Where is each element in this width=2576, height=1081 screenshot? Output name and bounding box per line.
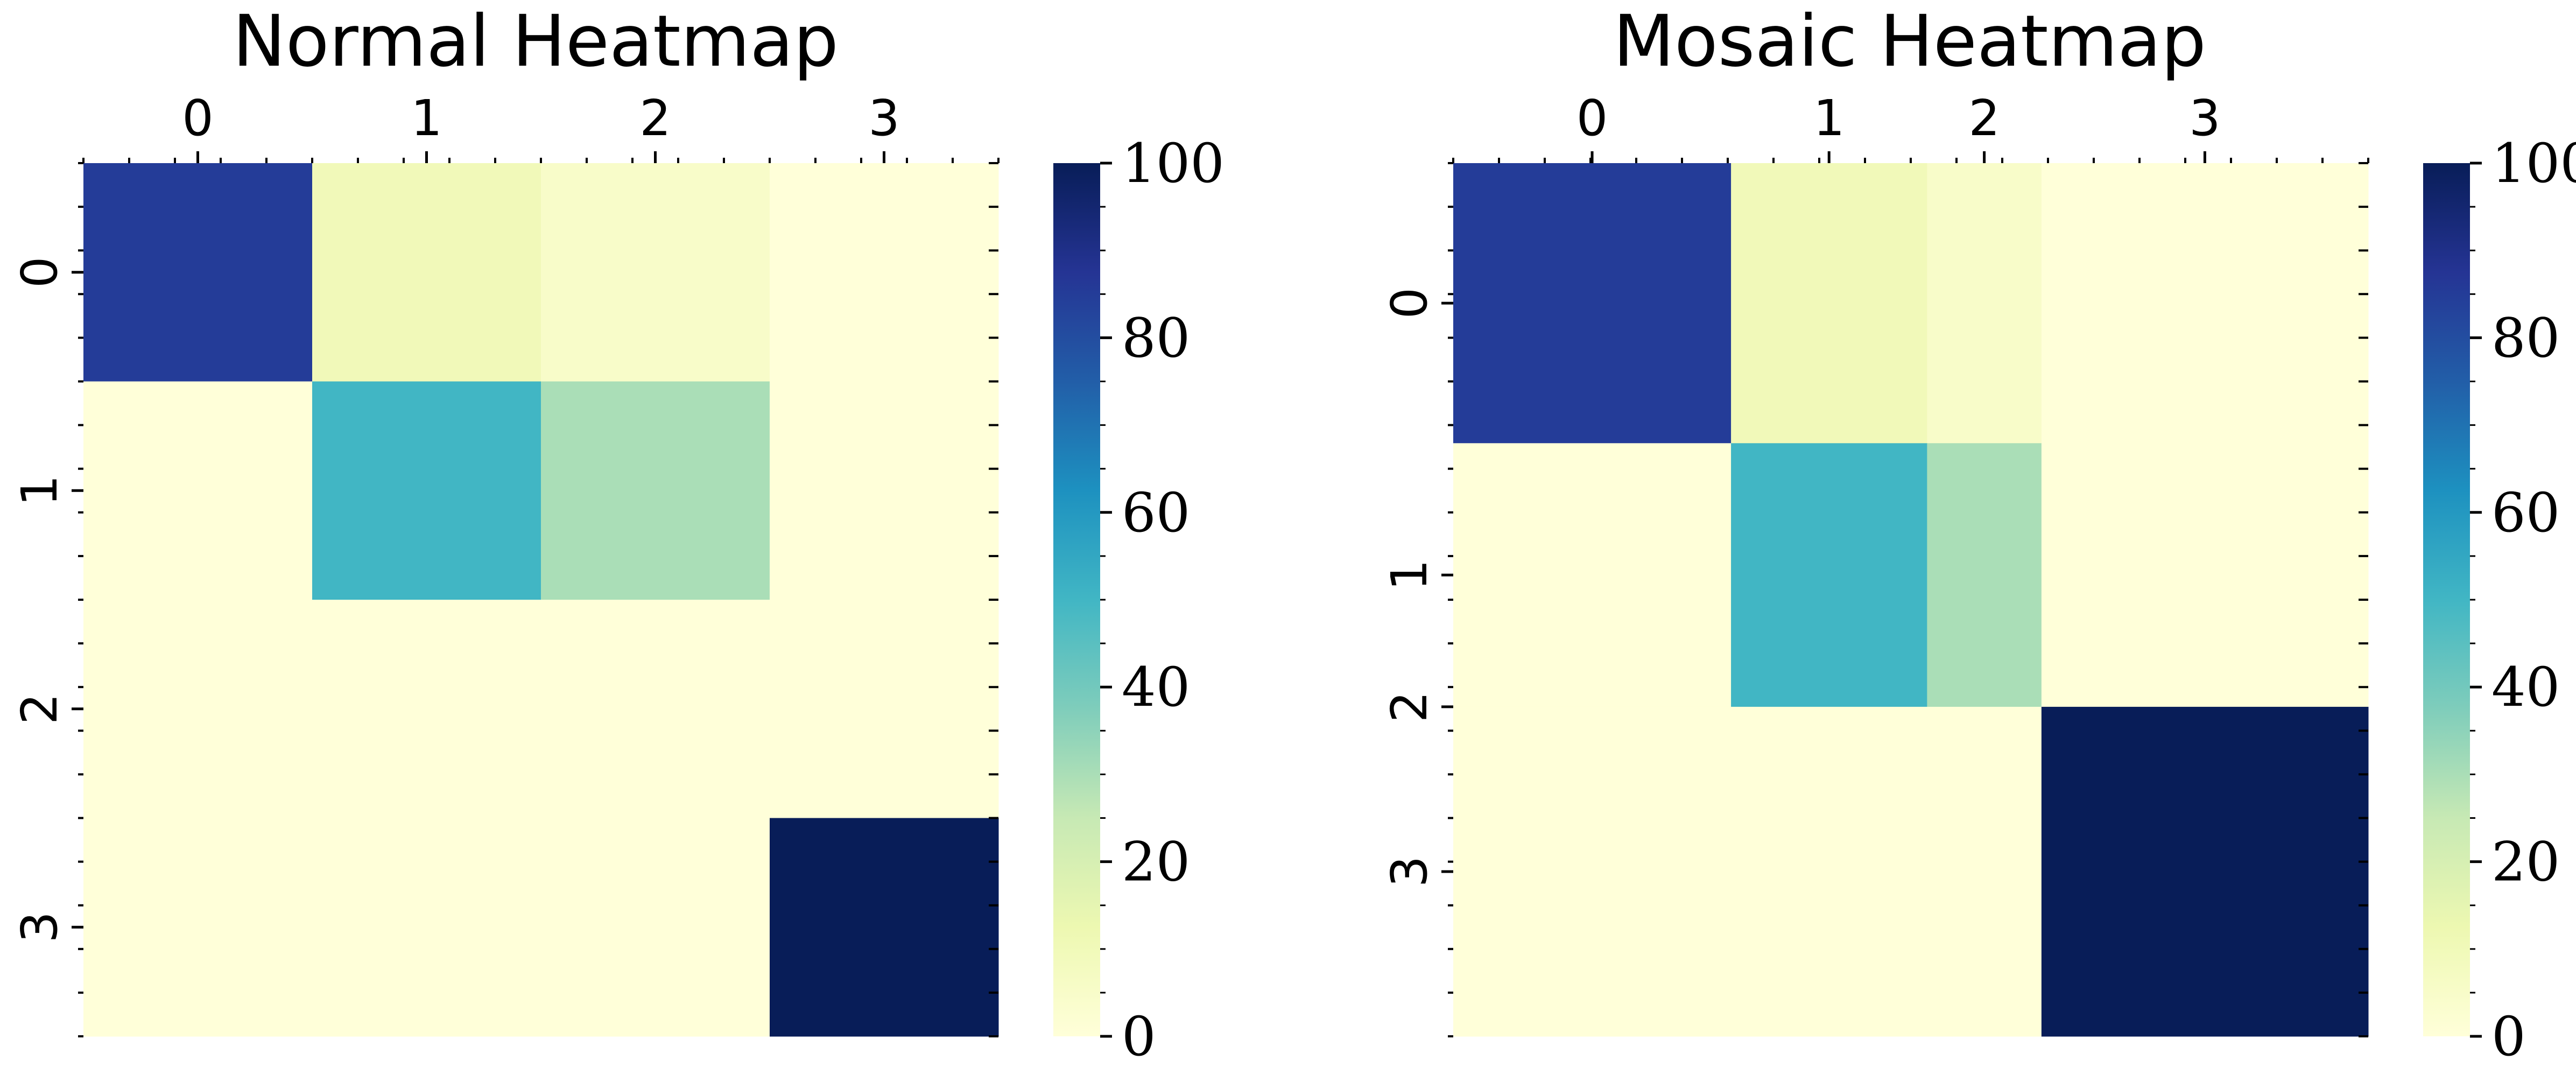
heatmap-cell-r3-c3 — [770, 818, 999, 1037]
colorbar-tick-label: 100 — [2491, 132, 2576, 195]
heatmap-cell-r2-c3 — [770, 600, 999, 818]
x-tick-label: 3 — [868, 89, 900, 147]
y-tick-label: 2 — [11, 693, 68, 725]
heatmap-cell-r1-c3 — [770, 381, 999, 600]
x-tick-label: 1 — [411, 89, 442, 147]
normal-heatmap-panel: Normal Heatmap 0 1 2 3 0 1 2 3 0 20 40 60 80 100 — [11, 0, 1224, 1068]
x-tick-label: 2 — [639, 89, 671, 147]
heatmap-cell-r3-c2 — [1927, 706, 2042, 1037]
colorbar-tick-label: 60 — [2491, 481, 2560, 544]
normal-heatmap-title: Normal Heatmap — [233, 0, 839, 83]
heatmap-cell-r3-c1 — [1731, 706, 1927, 1037]
heatmap-cell-r1-c2 — [1927, 443, 2042, 707]
colorbar-tick-label: 40 — [1122, 656, 1190, 719]
colorbar-gradient — [2423, 163, 2470, 1036]
heatmap-cell-r3-c3 — [2041, 706, 2369, 1037]
heatmap-cell-r0-c2 — [541, 163, 770, 382]
heatmap-cell-r2-c0 — [83, 600, 313, 818]
y-tick-label: 2 — [1381, 691, 1438, 723]
heatmap-cell-r0-c2 — [1927, 163, 2042, 444]
y-tick-label: 0 — [1381, 287, 1438, 319]
colorbar-tick-label: 0 — [2491, 1005, 2526, 1068]
normal-heatmap-y-ticks: 0 1 2 3 — [11, 256, 83, 943]
heatmap-cell-r1-c1 — [312, 381, 541, 600]
colorbar-tick-label: 80 — [2491, 306, 2560, 369]
mosaic-heatmap-panel: Mosaic Heatmap 0 1 2 3 0 1 2 3 0 20 40 60 80 100 — [1381, 0, 2576, 1068]
colorbar-tick-label: 60 — [1122, 481, 1190, 544]
x-tick-label: 2 — [1968, 89, 2000, 147]
y-tick-label: 3 — [1381, 856, 1438, 888]
heatmap-cell-r0-c0 — [1453, 163, 1732, 444]
mosaic-heatmap-y-ticks: 0 1 2 3 — [1381, 287, 1453, 887]
heatmap-cell-r1-c0 — [1453, 443, 1732, 707]
heatmap-cell-r0-c0 — [83, 163, 313, 382]
y-tick-label: 1 — [11, 475, 68, 507]
heatmap-cell-r0-c1 — [1731, 163, 1927, 444]
heatmap-cell-r2-c1 — [312, 600, 541, 818]
normal-heatmap-colorbar: 0 20 40 60 80 100 — [1053, 132, 1224, 1068]
colorbar-tick-label: 40 — [2491, 656, 2560, 719]
heatmap-cell-r0-c3 — [770, 163, 999, 382]
x-tick-label: 0 — [182, 89, 214, 147]
normal-heatmap-cells — [83, 163, 999, 1037]
colorbar-gradient — [1053, 163, 1100, 1036]
heatmap-cell-r3-c0 — [83, 818, 313, 1037]
normal-heatmap-minor-ticks — [78, 158, 1000, 1037]
y-tick-label: 0 — [11, 256, 68, 288]
colorbar-tick-label: 20 — [1122, 831, 1190, 894]
heatmap-cell-r1-c2 — [541, 381, 770, 600]
heatmap-cell-r0-c1 — [312, 163, 541, 382]
heatmap-cell-r0-c3 — [2041, 163, 2369, 444]
heatmap-cell-r1-c1 — [1731, 443, 1927, 707]
heatmap-cell-r2-c2 — [541, 600, 770, 818]
heatmap-cell-r3-c2 — [541, 818, 770, 1037]
x-tick-label: 1 — [1813, 89, 1845, 147]
mosaic-heatmap-title: Mosaic Heatmap — [1613, 0, 2206, 83]
y-tick-label: 1 — [1381, 559, 1438, 591]
heatmap-cell-r3-c1 — [312, 818, 541, 1037]
heatmap-cell-r3-c0 — [1453, 706, 1732, 1037]
colorbar-tick-label: 80 — [1122, 306, 1190, 369]
x-tick-label: 0 — [1576, 89, 1608, 147]
colorbar-tick-label: 0 — [1122, 1005, 1156, 1068]
mosaic-heatmap-x-ticks: 0 1 2 3 — [1576, 89, 2221, 163]
mosaic-heatmap-colorbar: 0 20 40 60 80 100 — [2423, 132, 2576, 1068]
colorbar-tick-label: 20 — [2491, 831, 2560, 894]
normal-heatmap-x-ticks: 0 1 2 3 — [182, 89, 900, 163]
mosaic-heatmap-cells — [1453, 163, 2369, 1037]
colorbar-tick-label: 100 — [1122, 132, 1224, 195]
x-tick-label: 3 — [2189, 89, 2221, 147]
y-tick-label: 3 — [11, 911, 68, 943]
mosaic-heatmap-minor-ticks — [1448, 158, 2369, 1037]
heatmap-cell-r1-c0 — [83, 381, 313, 600]
heatmap-cell-r1-c3 — [2041, 443, 2369, 707]
